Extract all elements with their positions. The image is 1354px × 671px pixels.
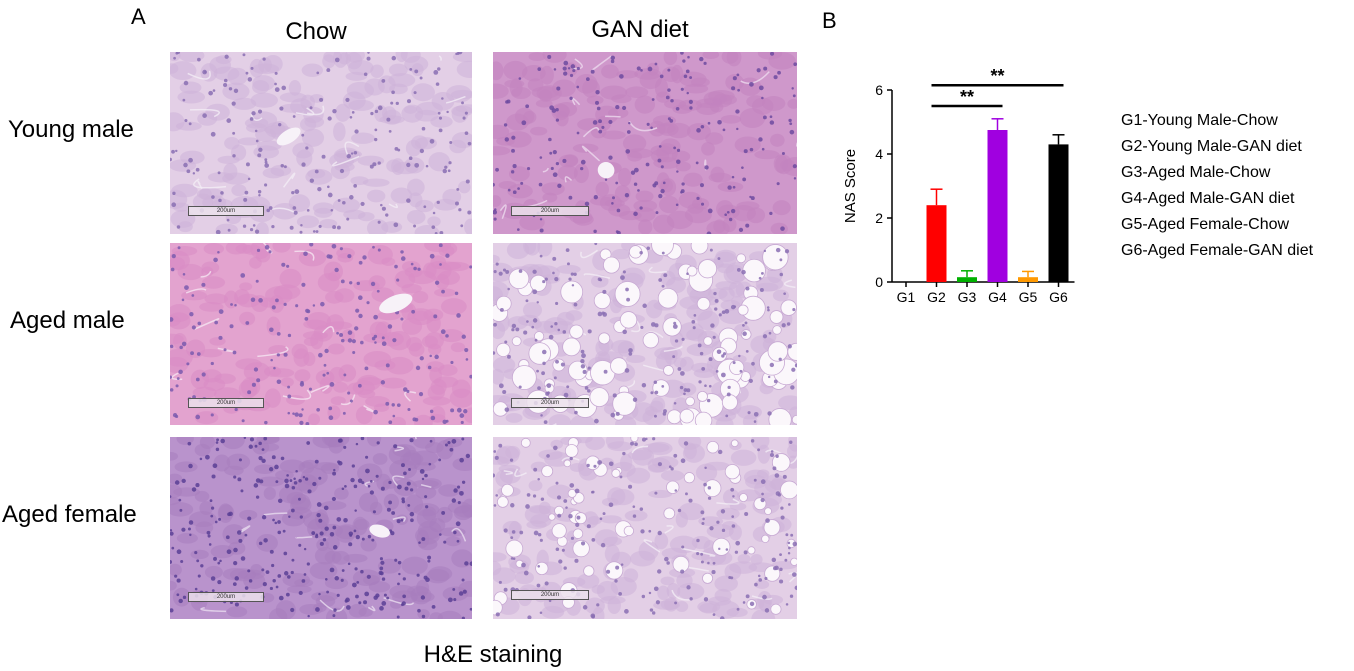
scale-bar: 200um: [511, 590, 589, 600]
panel-a-letter: A: [131, 4, 146, 29]
row-label-aged-female: Aged female: [2, 501, 137, 528]
micrograph-young-male-chow: [170, 52, 472, 234]
legend-item: G2-Young Male-GAN diet: [1121, 138, 1302, 155]
bar-g2: [926, 205, 947, 282]
x-tick-label-g2: G2: [927, 289, 946, 305]
micrograph-aged-male-gan-diet: [493, 243, 797, 425]
legend-item: G5-Aged Female-Chow: [1121, 216, 1290, 233]
bar-g3: [957, 277, 977, 282]
scale-bar: 200um: [511, 398, 589, 408]
y-tick-label: 2: [875, 210, 883, 226]
micrograph-aged-male-chow: [170, 243, 472, 425]
legend-item: G6-Aged Female-GAN diet: [1121, 242, 1314, 259]
y-axis-label: NAS Score: [842, 149, 859, 223]
scale-bar: 200um: [511, 206, 589, 216]
figure-caption: H&E staining: [423, 641, 563, 668]
x-tick-label-g1: G1: [897, 289, 916, 305]
significance-label: **: [960, 87, 974, 107]
column-header-chow: Chow: [285, 18, 347, 45]
legend-item: G3-Aged Male-Chow: [1121, 164, 1271, 181]
nas-score-bar-chart: 0 2 4 6 NAS Score G1 G2 G3 G4 G5 G6 ** **: [842, 66, 1075, 305]
legend-item: G4-Aged Male-GAN diet: [1121, 190, 1295, 207]
scale-bar: 200um: [188, 592, 264, 602]
y-tick-label: 6: [875, 82, 883, 98]
panel-b-letter: B: [822, 8, 837, 33]
scale-bar: 200um: [188, 206, 264, 216]
bar-g6: [1048, 144, 1069, 282]
column-header-gan-diet: GAN diet: [591, 16, 689, 43]
legend-item: G1-Young Male-Chow: [1121, 112, 1278, 129]
y-tick-label: 0: [875, 274, 883, 290]
significance-label: **: [990, 66, 1004, 86]
y-tick-label: 4: [875, 146, 883, 162]
bar-g5: [1018, 277, 1038, 282]
micrograph-young-male-gan-diet: [493, 52, 797, 234]
x-tick-label-g3: G3: [958, 289, 977, 305]
x-tick-label-g5: G5: [1019, 289, 1038, 305]
bar-g4: [987, 130, 1008, 282]
micrograph-aged-female-chow: [170, 437, 472, 619]
row-label-young-male: Young male: [8, 116, 134, 143]
row-label-aged-male: Aged male: [10, 307, 125, 334]
x-tick-label-g6: G6: [1049, 289, 1068, 305]
chart-legend: G1-Young Male-Chow G2-Young Male-GAN die…: [1121, 112, 1351, 272]
x-tick-label-g4: G4: [988, 289, 1007, 305]
scale-bar: 200um: [188, 398, 264, 408]
